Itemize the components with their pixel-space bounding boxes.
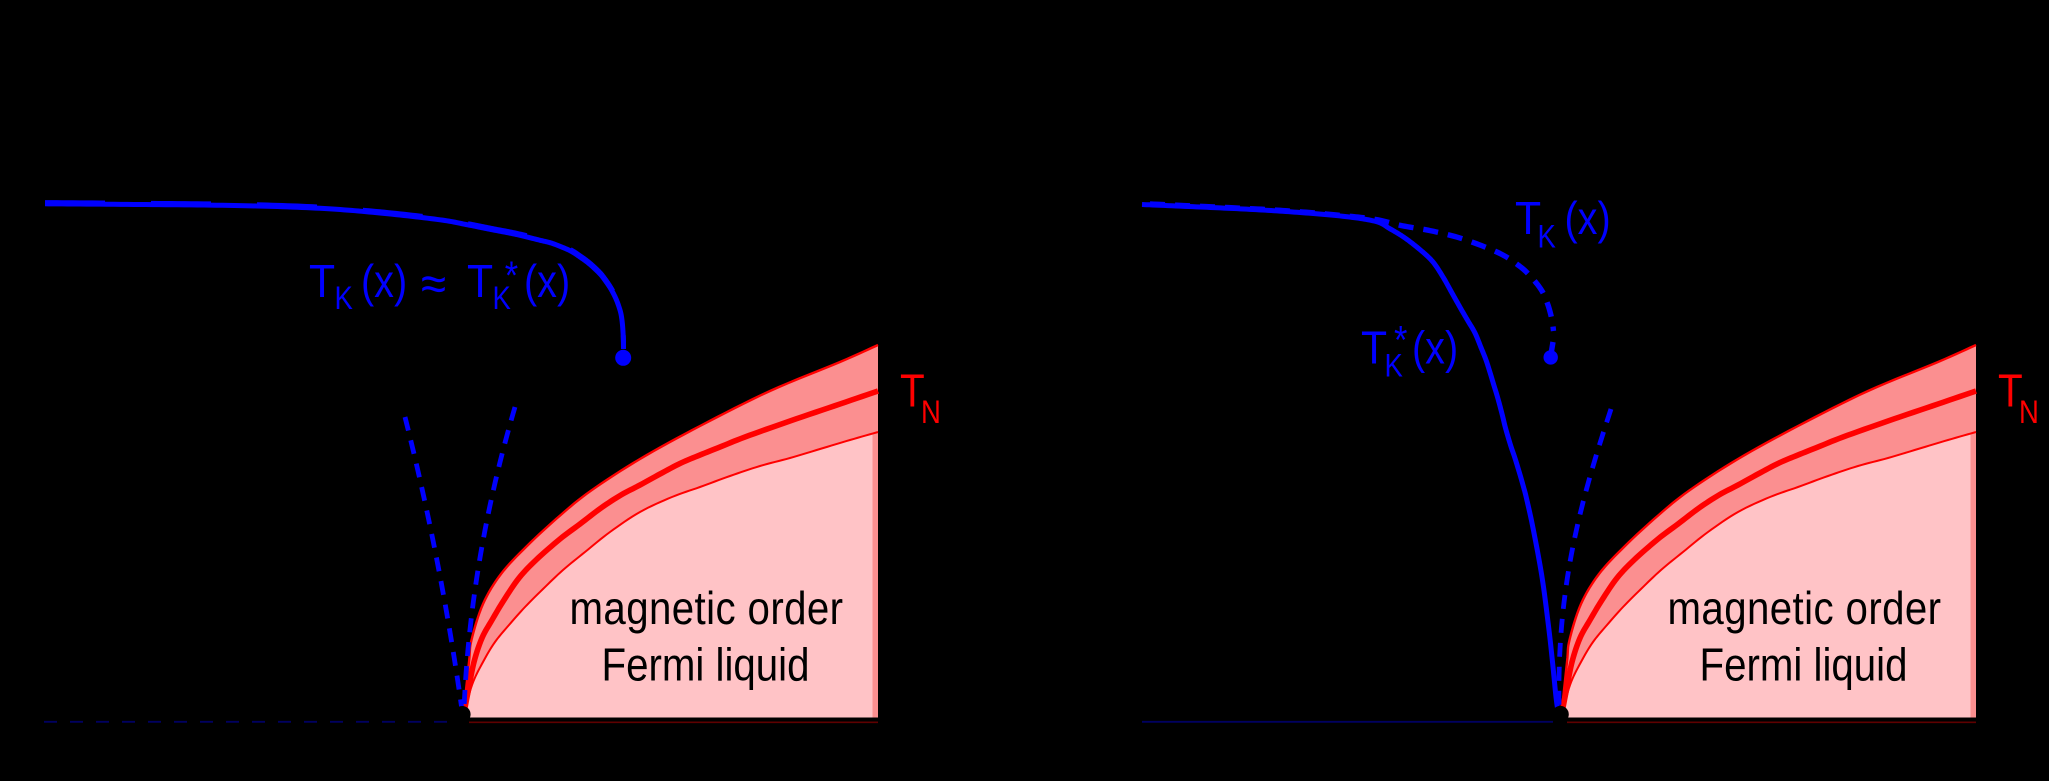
svg-text:Fermi liquid: Fermi liquid — [1699, 640, 1907, 691]
svg-text:K: K — [1385, 349, 1403, 384]
svg-text:*: * — [1394, 317, 1407, 362]
svg-text:≈: ≈ — [421, 257, 446, 310]
svg-text:(x): (x) — [1412, 323, 1458, 374]
svg-text:T: T — [1361, 323, 1387, 374]
svg-text:K: K — [1538, 220, 1556, 255]
svg-text:T: T — [1515, 194, 1541, 245]
svg-text:(x): (x) — [361, 256, 407, 307]
svg-text:magnetic order: magnetic order — [1668, 583, 1942, 634]
svg-text:magnetic order: magnetic order — [570, 583, 844, 634]
svg-text:Fermi liquid: Fermi liquid — [601, 640, 809, 691]
svg-text:T: T — [467, 257, 493, 308]
svg-text:T: T — [309, 257, 335, 308]
svg-text:N: N — [2019, 395, 2039, 430]
svg-text:(x): (x) — [524, 256, 570, 307]
svg-text:K: K — [493, 281, 511, 316]
svg-text:*: * — [505, 253, 518, 298]
svg-text:N: N — [921, 395, 941, 430]
svg-text:T: T — [1998, 366, 2023, 417]
svg-text:T: T — [900, 366, 925, 417]
svg-text:K: K — [335, 281, 353, 316]
svg-text:(x): (x) — [1565, 193, 1611, 244]
